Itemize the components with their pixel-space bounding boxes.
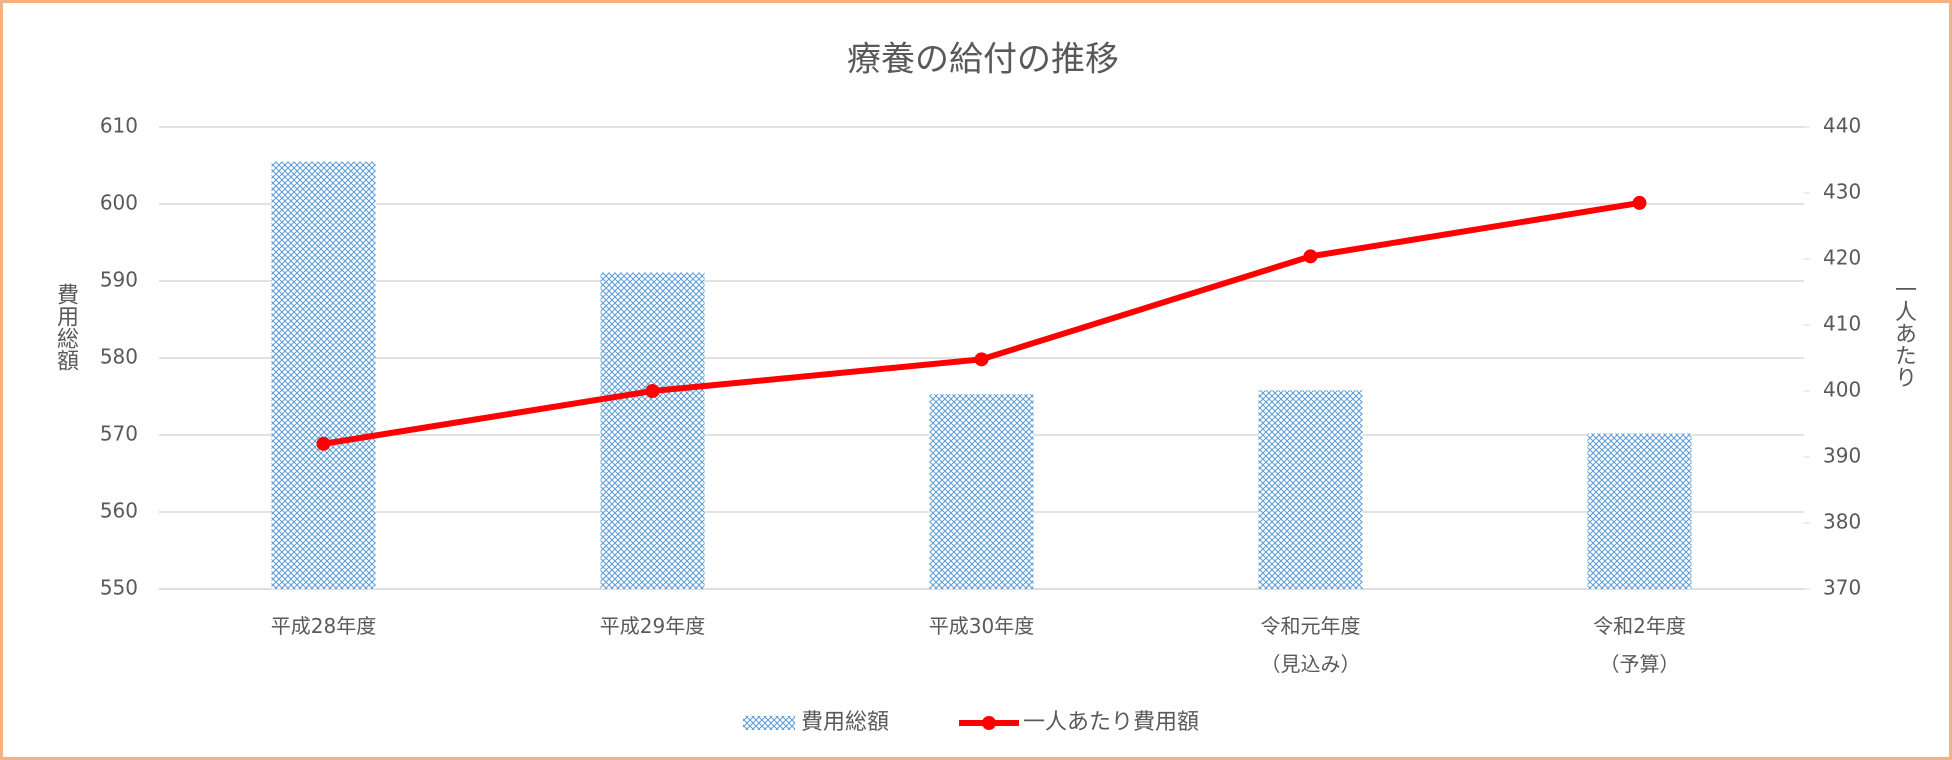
line-marker: [1632, 195, 1647, 210]
x-tick-label: 平成30年度: [928, 614, 1035, 638]
x-tick-label: 令和2年度 （予算）: [1593, 614, 1686, 676]
y2-tick-label: 420: [1823, 246, 1861, 270]
x-tick-label: 令和元年度 （見込み）: [1260, 614, 1361, 676]
y2-tick-label: 370: [1823, 576, 1861, 600]
bar: [929, 394, 1034, 589]
line-marker: [645, 384, 660, 398]
y-tick-label: 600: [100, 191, 138, 215]
y2-axis-title: 一人あたり: [1891, 278, 1916, 388]
legend-marker: [982, 716, 997, 730]
chart-title: 療養の給付の推移: [847, 40, 1119, 80]
y-tick-label: 550: [100, 576, 138, 600]
y2-tick-label: 400: [1823, 378, 1861, 402]
bar: [1587, 433, 1692, 589]
y-tick-label: 560: [100, 499, 138, 523]
line-marker: [1303, 249, 1318, 264]
x-tick-label: 平成28年度: [270, 614, 377, 638]
x-tick-label: 平成29年度: [599, 614, 706, 638]
y2-tick-label: 390: [1823, 444, 1861, 468]
legend-label: 一人あたり費用額: [1023, 710, 1199, 735]
y2-tick-label: 440: [1823, 114, 1861, 138]
y2-tick-label: 380: [1823, 510, 1861, 534]
y2-tick-label: 410: [1823, 312, 1861, 336]
line-marker: [974, 352, 989, 367]
y-tick-label: 580: [100, 345, 138, 369]
y-tick-label: 590: [100, 268, 138, 292]
y-tick-label: 570: [100, 422, 138, 446]
legend-label: 費用総額: [801, 710, 889, 735]
bar: [600, 272, 705, 589]
y2-tick-label: 430: [1823, 180, 1861, 204]
y-tick-label: 610: [100, 114, 138, 138]
bar: [1258, 390, 1363, 589]
line-marker: [316, 436, 331, 451]
chart: 療養の給付の推移 550 560 570 580 590 600 610 370 380 390 4…: [100, 40, 1861, 736]
bar: [271, 161, 376, 589]
y-axis-title: 費用総額: [53, 283, 78, 371]
legend-swatch: [743, 716, 795, 730]
